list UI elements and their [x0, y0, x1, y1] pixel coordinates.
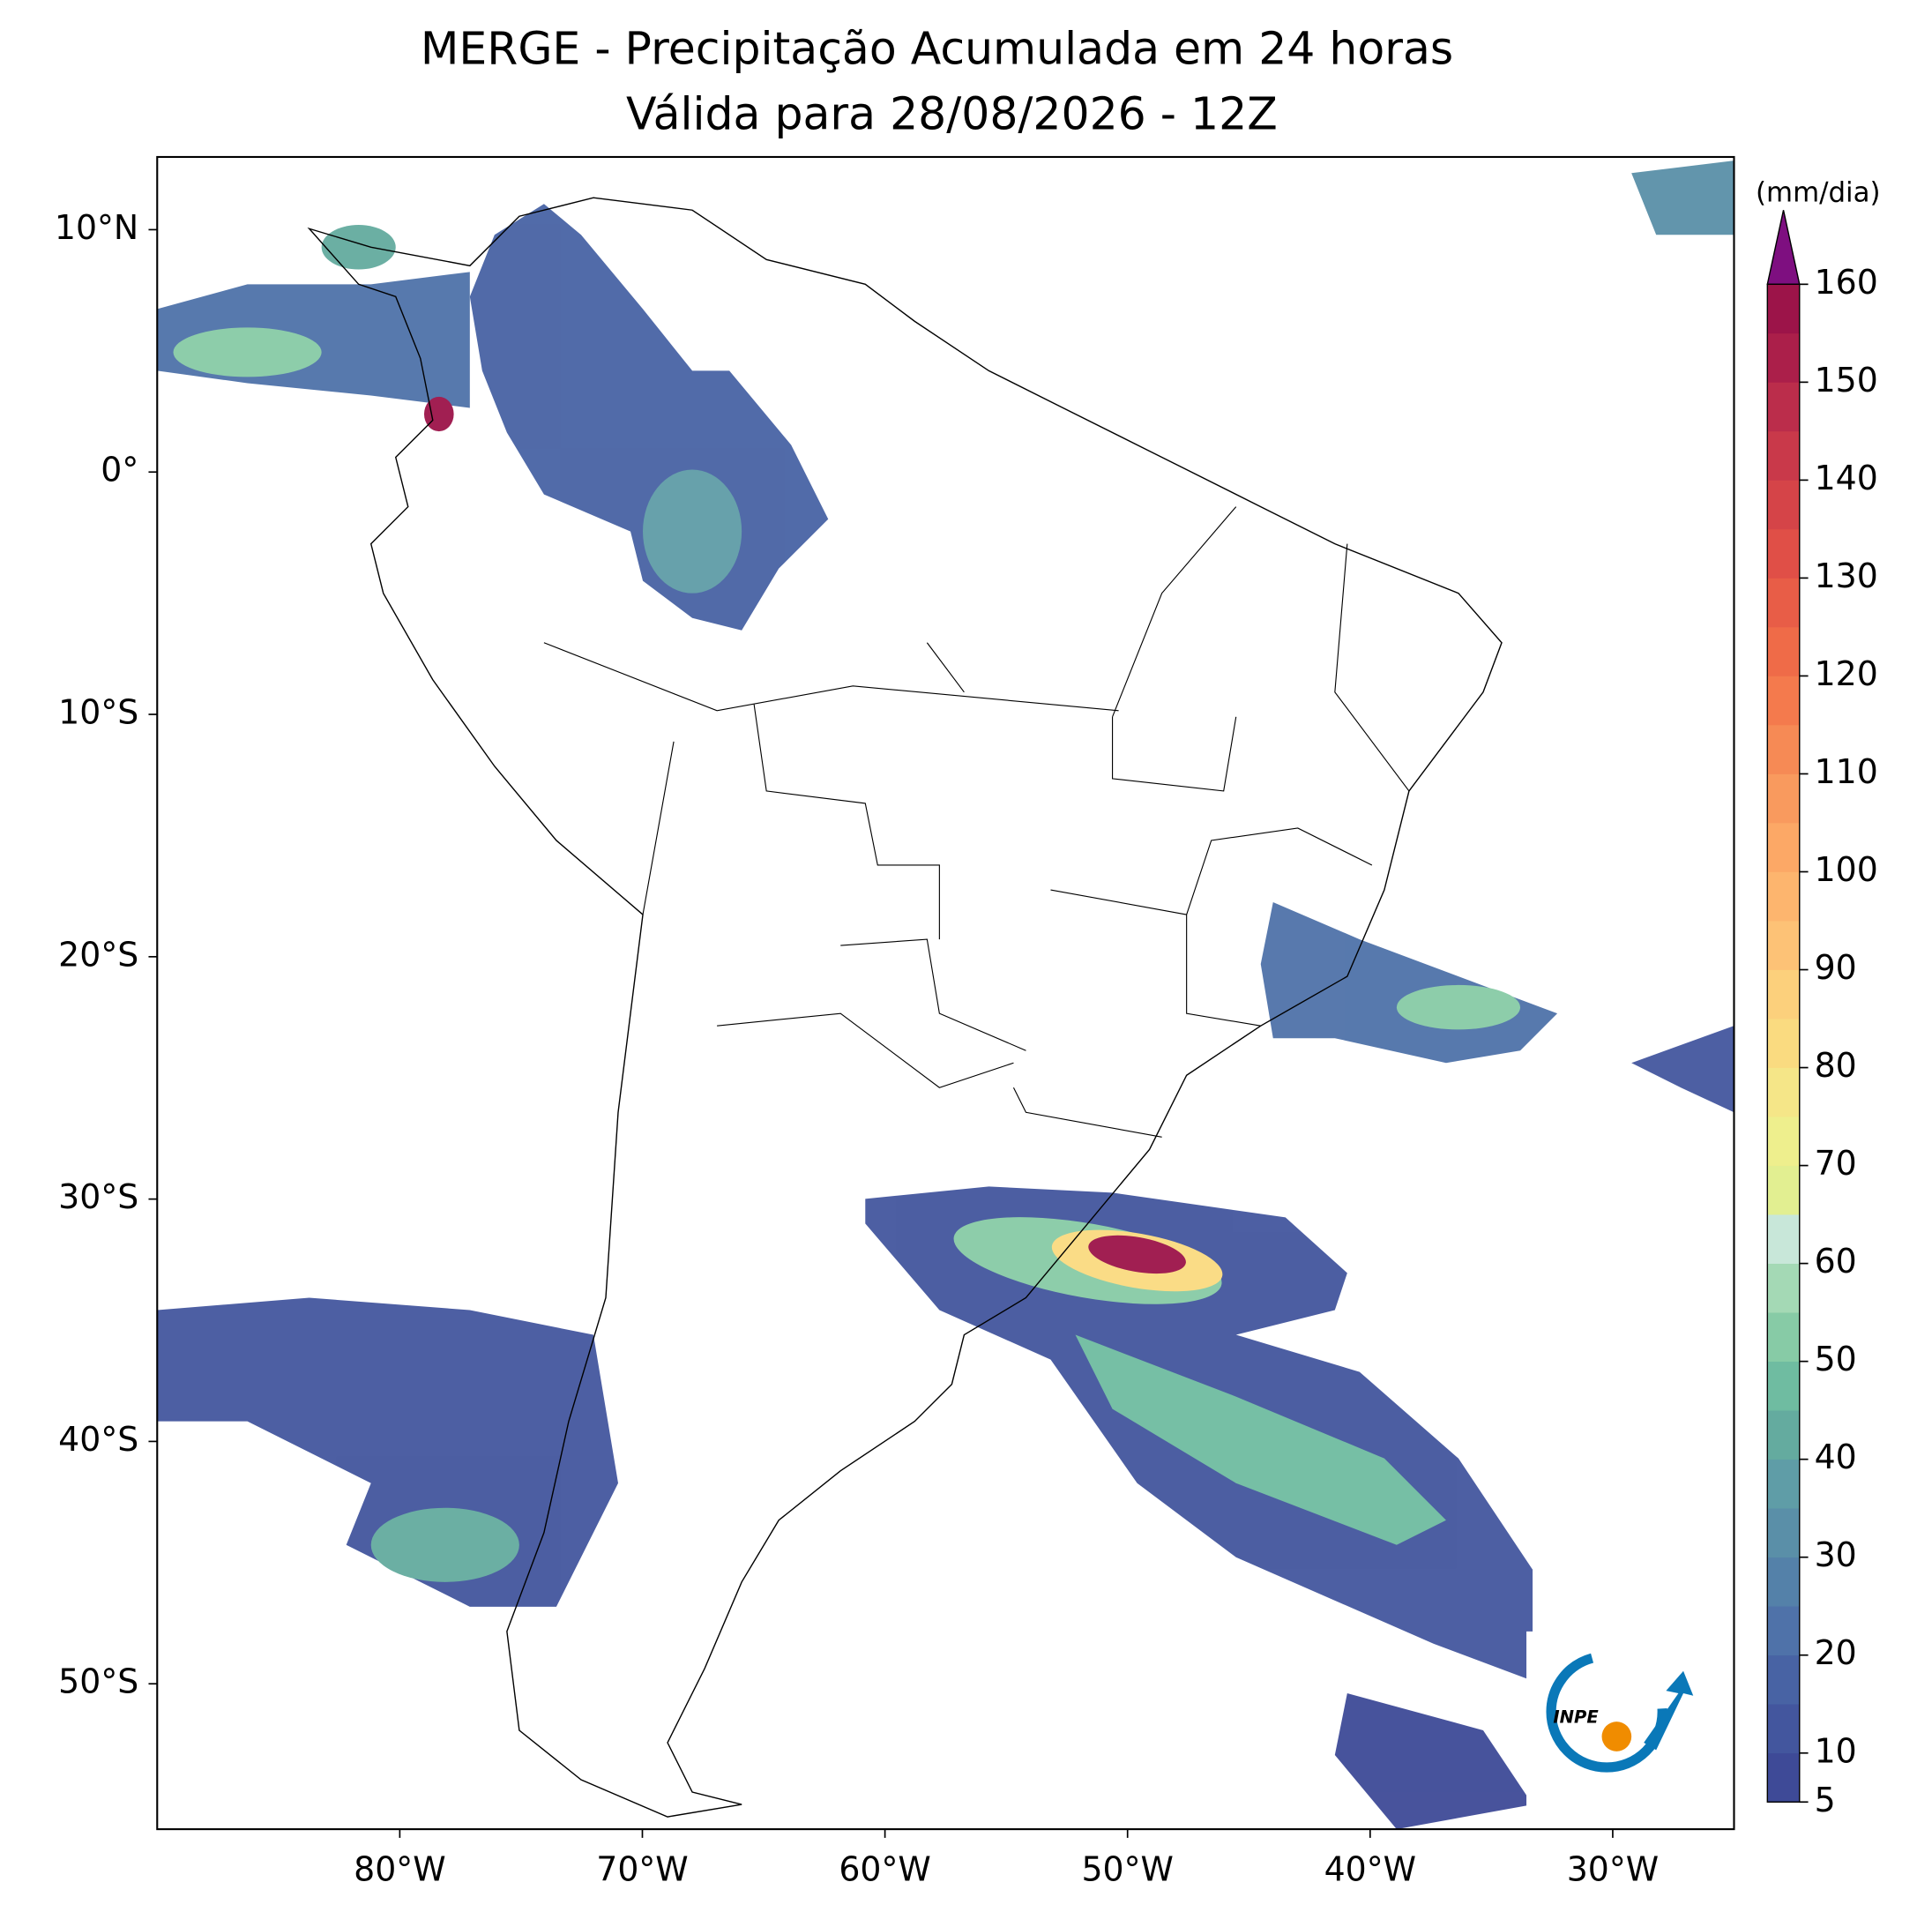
x-tick-label: 50°W: [1081, 1849, 1173, 1888]
colorbar-band: [1766, 724, 1801, 774]
precip-area: [1075, 1334, 1446, 1545]
colorbar-tick-label: 60: [1815, 1242, 1857, 1281]
colorbar-band: [1766, 1165, 1801, 1215]
colorbar-tick-label: 140: [1815, 459, 1878, 497]
map-area: INPE: [157, 161, 1734, 1830]
colorbar-tick-label: 80: [1815, 1046, 1857, 1085]
colorbar-band: [1766, 283, 1801, 334]
colorbar-tick-label: 40: [1815, 1438, 1857, 1476]
colorbar-band: [1766, 1752, 1801, 1803]
x-tick-label: 80°W: [354, 1849, 445, 1888]
colorbar-tick-label: 20: [1815, 1633, 1857, 1672]
colorbar-tick-label: 70: [1815, 1144, 1857, 1183]
colorbar-band: [1766, 1263, 1801, 1313]
colorbar-band: [1766, 1557, 1801, 1607]
colorbar-band: [1766, 969, 1801, 1019]
colorbar-band: [1766, 332, 1801, 383]
logo-ring: [1546, 1651, 1667, 1773]
axes: 80°W 70°W 60°W 50°W 40°W 30°W 10°N 0° 10°S 20°S 30…: [55, 208, 1659, 1888]
colorbar-tick-label: 90: [1815, 948, 1857, 987]
colorbar-band: [1766, 1214, 1801, 1264]
colorbar-band: [1766, 626, 1801, 676]
borders: [543, 506, 1410, 1138]
precip-area: [1631, 1026, 1734, 1113]
x-tick-label: 40°W: [1324, 1849, 1416, 1888]
colorbar-band: [1766, 871, 1801, 922]
logo-box: [1526, 1631, 1719, 1807]
colorbar-band: [1766, 1605, 1801, 1656]
coastline: [307, 197, 1503, 1818]
colorbar-band: [1766, 528, 1801, 579]
colorbar: 5 10 20 30 40 50 60 70 80 90 100 110 120 130 140 150 160…: [1756, 177, 1881, 1819]
colorbar-band: [1766, 1116, 1801, 1166]
colorbar-band: [1766, 1067, 1801, 1117]
colorbar-band: [1766, 822, 1801, 872]
colorbar-band: [1766, 480, 1801, 530]
logo-text: INPE: [1553, 1707, 1599, 1727]
colorbar-tick-label: 150: [1815, 361, 1878, 400]
y-tick-label: 20°S: [58, 935, 138, 974]
precip-area: [1396, 984, 1521, 1030]
colorbar-band: [1766, 430, 1801, 481]
y-tick-label: 0°: [101, 451, 138, 489]
logo-sun: [1601, 1722, 1632, 1751]
logo-arrow: [1644, 1670, 1694, 1751]
colorbar-band: [1766, 1507, 1801, 1558]
colorbar-band: [1766, 773, 1801, 824]
precip-area: [469, 204, 829, 631]
colorbar-tick-label: 50: [1815, 1340, 1857, 1378]
y-tick-label: 10°N: [55, 208, 138, 247]
map-title: MERGE - Precipitação Acumulada em 24 hor…: [421, 22, 1453, 74]
precip-areas: [157, 161, 1734, 1830]
colorbar-tick-label: 130: [1815, 556, 1878, 595]
colorbar-band: [1766, 1409, 1801, 1460]
colorbar-band: [1766, 1459, 1801, 1509]
colorbar-tick-label: 30: [1815, 1535, 1857, 1574]
colorbar-band: [1766, 1361, 1801, 1411]
map-subtitle: Válida para 28/08/2026 - 12Z: [626, 88, 1278, 140]
colorbar-band: [1766, 920, 1801, 970]
colorbar-band: [1766, 1018, 1801, 1068]
colorbar-unit: (mm/dia): [1756, 177, 1881, 209]
colorbar-frame: [1766, 283, 1801, 1803]
colorbar-tick-label: 120: [1815, 654, 1878, 693]
colorbar-tick-label: 110: [1815, 752, 1878, 791]
precip-area: [370, 1507, 519, 1582]
y-tick-label: 40°S: [58, 1420, 138, 1459]
y-tick-label: 50°S: [58, 1662, 138, 1701]
precip-area: [1088, 1235, 1186, 1274]
colorbar-band: [1766, 382, 1801, 432]
precip-area: [423, 396, 454, 432]
colorbar-band: [1766, 578, 1801, 628]
precip-area: [321, 225, 396, 270]
colorbar-tick-label: 10: [1815, 1731, 1857, 1770]
y-tick-label: 30°S: [58, 1177, 138, 1216]
colorbar-tick-label: 5: [1815, 1781, 1836, 1819]
colorbar-band: [1766, 1654, 1801, 1705]
y-tick-label: 10°S: [58, 693, 138, 732]
map-frame: [156, 155, 1735, 1831]
colorbar-extend: [1766, 210, 1801, 286]
precip-area: [643, 469, 742, 594]
x-tick-label: 70°W: [596, 1849, 688, 1888]
colorbar-tick-label: 100: [1815, 850, 1878, 889]
precip-area: [1631, 161, 1734, 235]
colorbar-tick-label: 160: [1815, 263, 1878, 302]
x-tick-label: 30°W: [1567, 1849, 1659, 1888]
colorbar-band: [1766, 1703, 1801, 1754]
precip-area: [1260, 902, 1558, 1064]
precip-area: [1334, 1692, 1533, 1830]
colorbar-band: [1766, 676, 1801, 726]
colorbar-band: [1766, 1311, 1801, 1362]
x-tick-label: 60°W: [839, 1849, 930, 1888]
precip-area: [173, 327, 322, 377]
